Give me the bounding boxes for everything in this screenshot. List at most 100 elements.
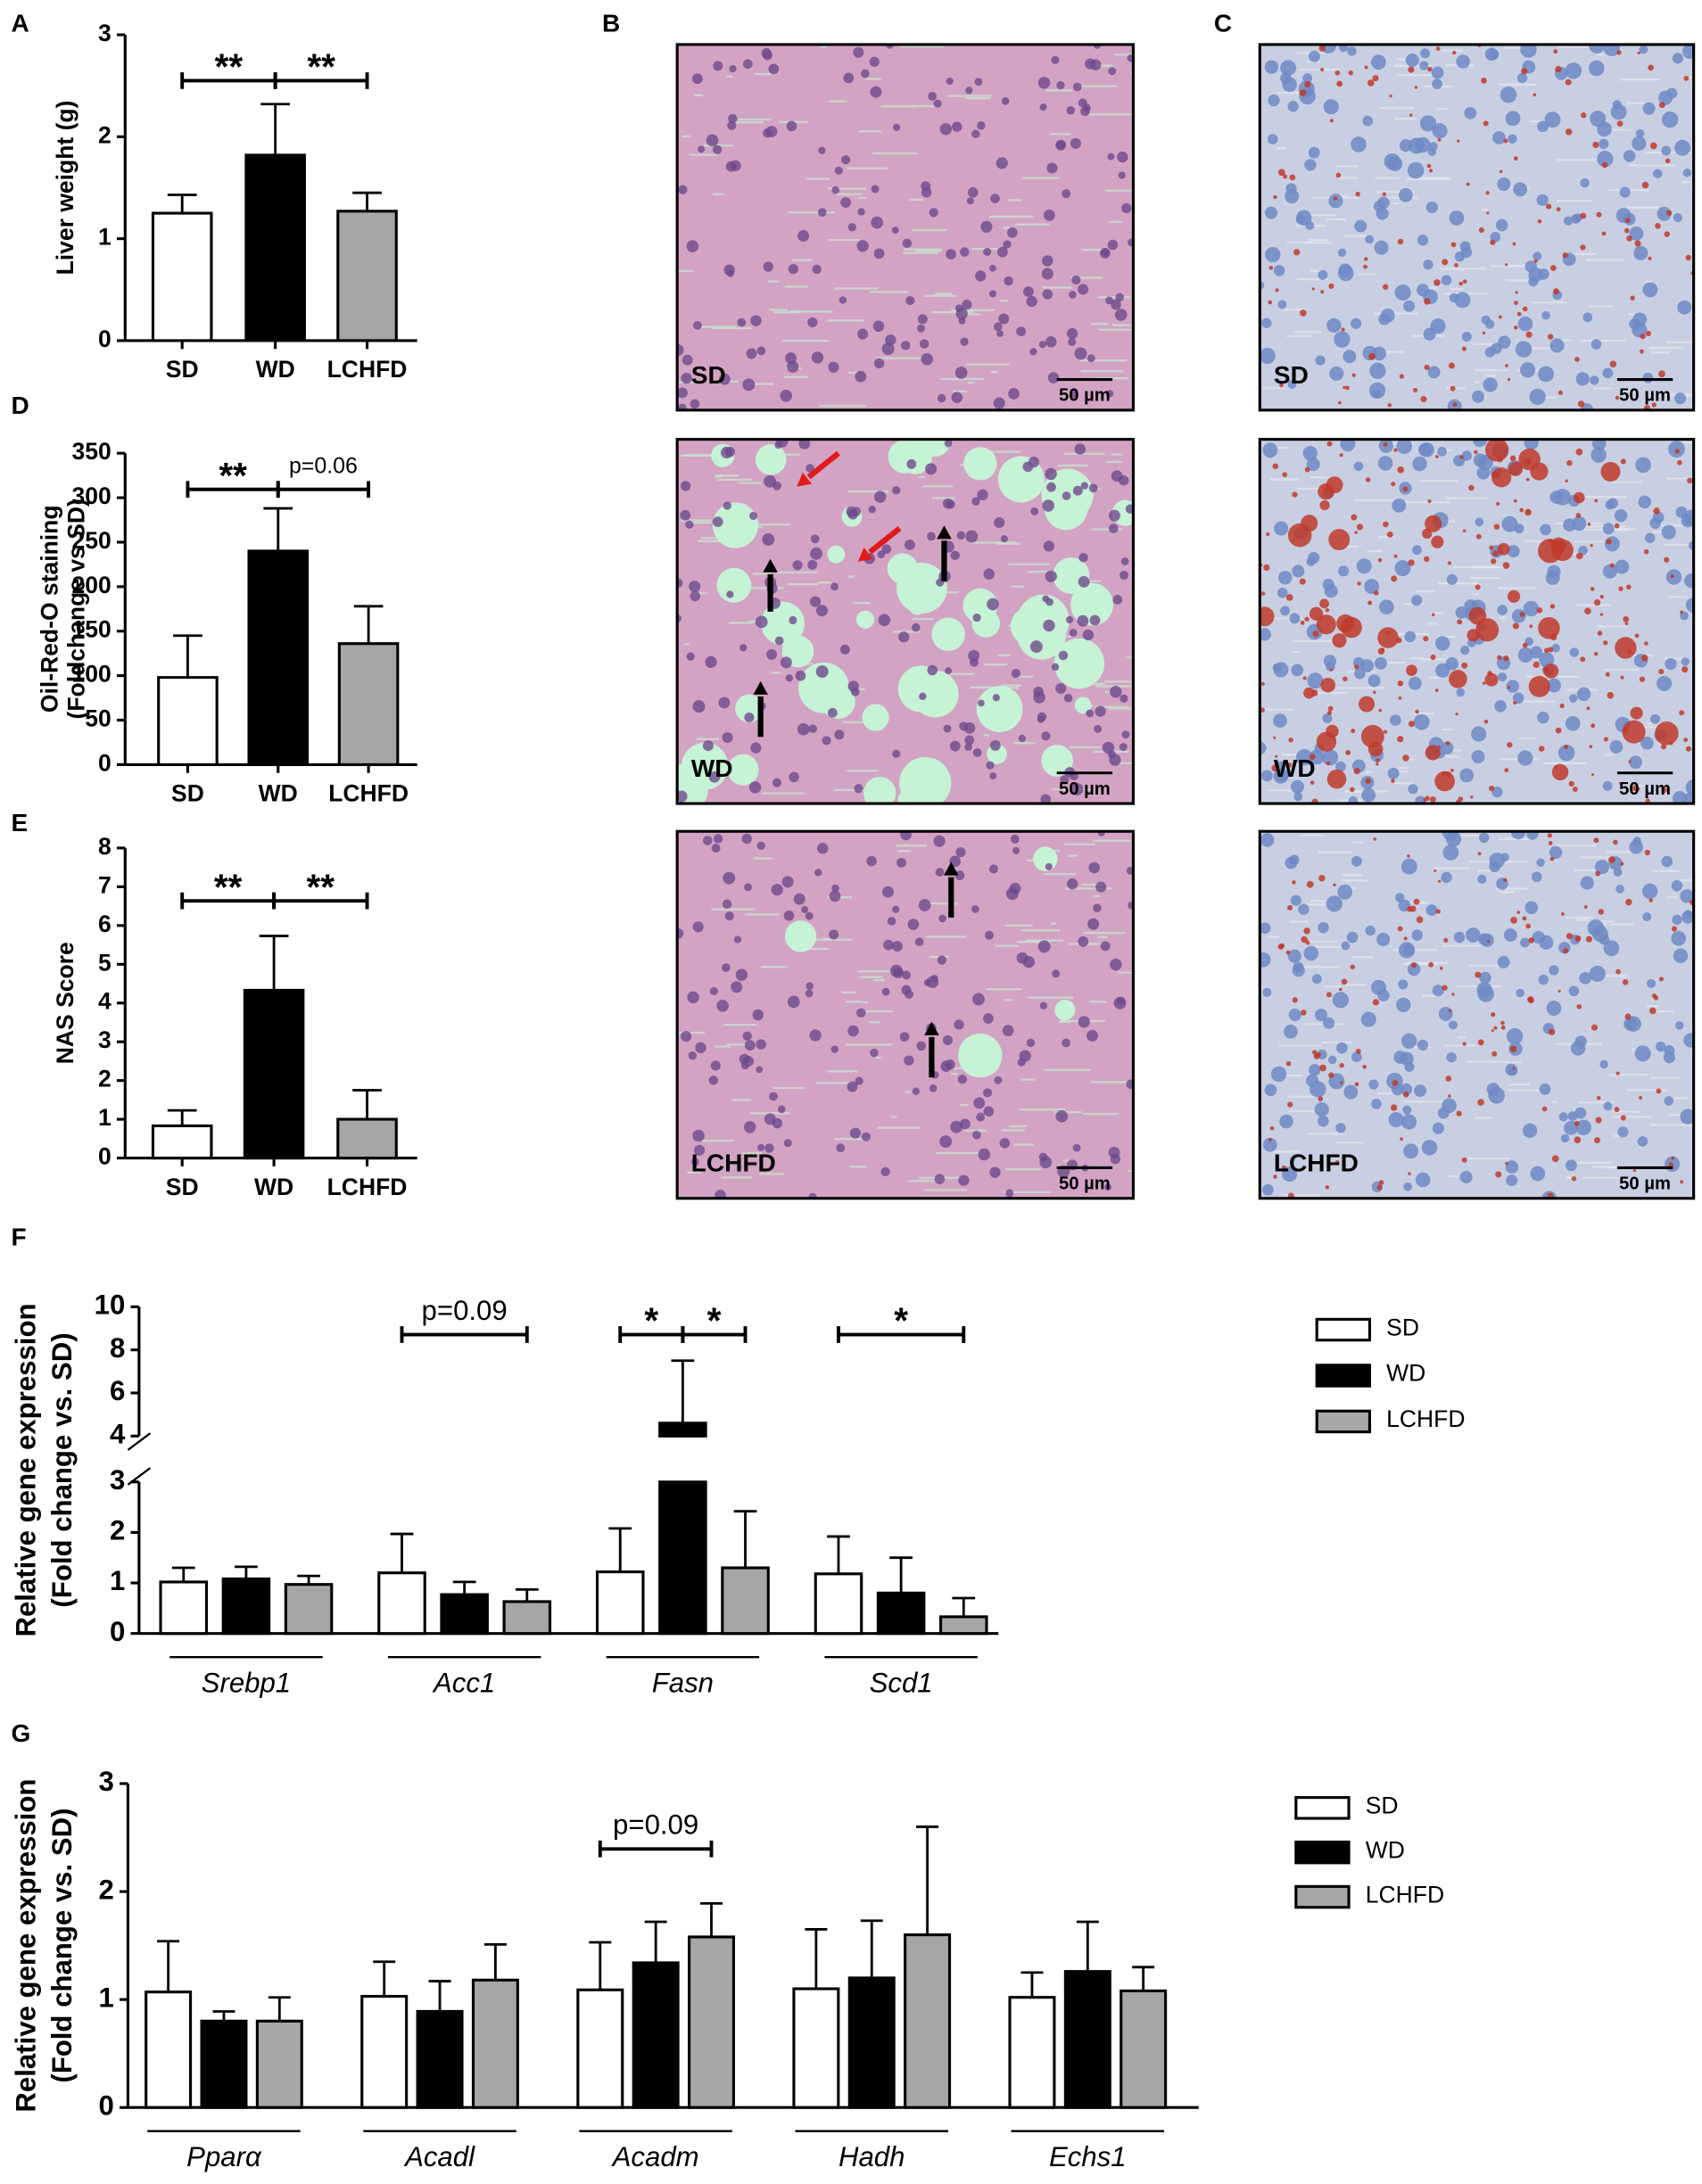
lipid (1524, 508, 1532, 516)
lipid (1445, 741, 1450, 746)
texture (875, 1056, 882, 1059)
nucleus (1070, 390, 1078, 399)
texture (727, 380, 739, 383)
nucleus (1260, 922, 1271, 935)
panel-label: G (11, 1719, 30, 1747)
lipid (1332, 633, 1347, 648)
nucleus (1387, 156, 1403, 172)
texture (1667, 596, 1688, 598)
texture (1004, 1191, 1051, 1194)
texture (880, 105, 914, 108)
nucleus (1475, 517, 1484, 527)
texture (1590, 305, 1614, 308)
nucleus (1016, 952, 1029, 964)
nucleus (685, 520, 694, 529)
lipid (1424, 556, 1430, 563)
nucleus (742, 1031, 752, 1041)
texture (1377, 536, 1395, 539)
texture (1296, 487, 1326, 490)
texture (1080, 883, 1104, 886)
nucleus (1039, 103, 1047, 111)
nucleus (1610, 103, 1627, 120)
nucleus (1640, 736, 1654, 750)
nucleus (840, 197, 851, 208)
lipid (1580, 656, 1586, 663)
lipid (1609, 360, 1617, 368)
nucleus (1394, 893, 1405, 902)
lipid (1468, 606, 1487, 625)
lipid (1656, 1088, 1662, 1094)
nucleus (1039, 1001, 1048, 1010)
nucleus (681, 1031, 692, 1043)
lipid (1551, 1155, 1559, 1163)
nucleus (1321, 749, 1339, 766)
nucleus (1285, 189, 1300, 204)
nucleus (792, 560, 803, 571)
nucleus (1490, 231, 1501, 243)
nucleus (1588, 60, 1605, 77)
nucleus (786, 120, 797, 132)
nucleus (1264, 1084, 1277, 1097)
nucleus (868, 505, 876, 514)
lipid (1327, 705, 1334, 712)
nucleus (1069, 629, 1078, 637)
texture (903, 251, 939, 254)
texture (1475, 368, 1508, 372)
texture (1419, 479, 1458, 482)
bar (814, 1572, 863, 1636)
nucleus (733, 935, 742, 944)
lipid (1459, 455, 1464, 459)
nucleus (764, 1143, 774, 1153)
nucleus (1268, 94, 1280, 107)
arrow-head (937, 525, 952, 540)
lipid (1457, 139, 1460, 143)
texture (1261, 708, 1294, 711)
nucleus (921, 186, 932, 198)
texture (1118, 762, 1134, 765)
texture (1433, 867, 1471, 869)
y-axis-label: (Foldchange vs SD) (62, 499, 89, 719)
nucleus (1128, 238, 1134, 247)
nucleus (748, 781, 762, 794)
texture (771, 672, 781, 674)
nucleus (1481, 315, 1491, 325)
nucleus (1645, 532, 1656, 543)
nucleus (1107, 152, 1115, 161)
lipid (1565, 78, 1572, 86)
nucleus (847, 680, 859, 692)
lipid (1513, 700, 1517, 705)
bar (687, 1935, 735, 2109)
lipid (1550, 537, 1567, 554)
error-bar (268, 1996, 291, 2022)
significance-label: * (894, 1300, 908, 1341)
lipid (1607, 691, 1615, 699)
micrograph (1260, 439, 1694, 804)
lipid (1275, 754, 1278, 758)
lipid (1528, 675, 1550, 697)
error-bar (235, 1565, 258, 1579)
texture (817, 581, 832, 584)
nucleus (866, 855, 877, 867)
nucleus (1368, 1079, 1379, 1090)
y-tick-label: 0 (98, 326, 112, 352)
texture (847, 167, 888, 169)
texture (1394, 782, 1414, 785)
legend-swatch (1315, 1409, 1371, 1434)
nucleus (927, 532, 936, 541)
texture (1105, 460, 1122, 464)
error-bar (373, 1960, 396, 1997)
texture (1270, 478, 1299, 481)
texture (1342, 874, 1363, 877)
legend-label: SD (1366, 1793, 1399, 1819)
lipid (1474, 449, 1478, 455)
lipid (1491, 558, 1497, 565)
nucleus (1289, 613, 1301, 624)
texture (1284, 1194, 1320, 1197)
texture (716, 478, 753, 482)
lipid (1541, 1106, 1548, 1112)
nucleus (1557, 744, 1575, 762)
texture (1556, 159, 1596, 161)
nucleus (1477, 874, 1487, 885)
nucleus (1551, 643, 1560, 653)
texture (1441, 944, 1482, 947)
